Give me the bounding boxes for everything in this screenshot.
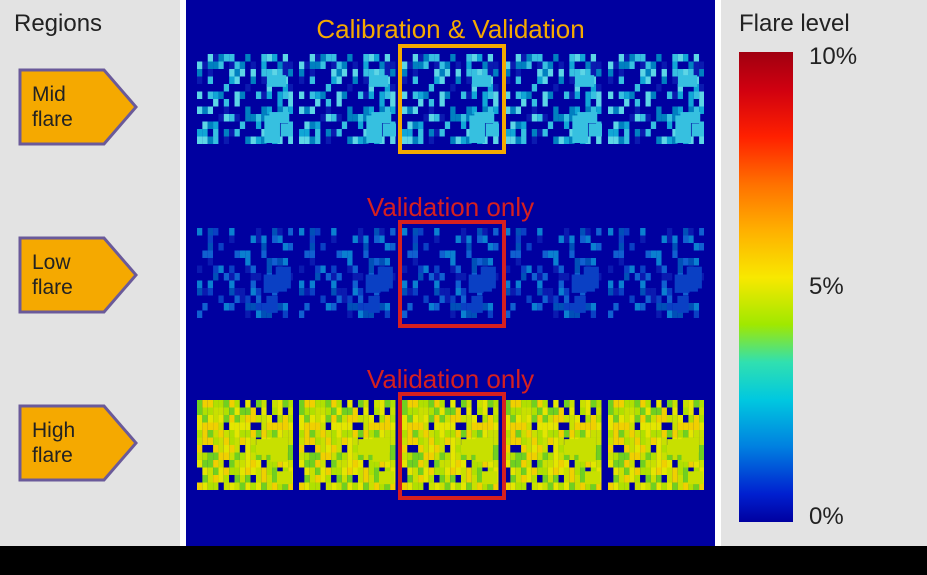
colorbar-tick-2: 0% [809, 503, 844, 531]
chip-pattern [197, 54, 293, 144]
colorbar-tick-0: 10% [809, 43, 857, 71]
heatmap-cell-0-4 [608, 54, 704, 144]
colorbar-tick-1: 5% [809, 273, 844, 301]
regions-title: Regions [14, 10, 172, 38]
heatmap-cell-1-2 [402, 228, 498, 318]
chip-pattern [299, 400, 395, 490]
heatmap-row-label-0: Calibration & Validation [316, 14, 584, 45]
heatmap-cell-0-2 [402, 54, 498, 144]
heatmap-cell-2-1 [299, 400, 395, 490]
heatmap-row-label-2: Validation only [367, 364, 534, 395]
chip-pattern [505, 54, 601, 144]
region-pentagon-0: Mid flare [18, 68, 138, 146]
colorbar-panel: Flare level 10%5%0% [721, 0, 927, 546]
heatmap-row-1 [197, 228, 705, 318]
heatmap-cell-2-3 [505, 400, 601, 490]
bottom-black-bar [0, 546, 927, 575]
colorbar-gradient [739, 52, 793, 522]
colorbar-area: 10%5%0% [739, 52, 915, 522]
heatmap-cell-1-3 [505, 228, 601, 318]
heatmap-cell-2-2 [402, 400, 498, 490]
chip-pattern [299, 54, 395, 144]
heatmap-cell-2-4 [608, 400, 704, 490]
region-pentagon-1: Low flare [18, 236, 138, 314]
heatmap-cell-0-3 [505, 54, 601, 144]
heatmap-panel: Calibration & Validation Validation only V… [186, 0, 715, 546]
chip-pattern [402, 228, 498, 318]
chip-pattern [402, 54, 498, 144]
regions-panel: Regions Mid flare Low flare High flare [0, 0, 180, 546]
region-pentagon-2: High flare [18, 404, 138, 482]
heatmap-row-label-1: Validation only [367, 192, 534, 223]
heatmap-row-0 [197, 54, 705, 144]
heatmap-cell-2-0 [197, 400, 293, 490]
heatmap-row-2 [197, 400, 705, 490]
chip-pattern [197, 228, 293, 318]
heatmap-cell-0-1 [299, 54, 395, 144]
chip-pattern [608, 54, 704, 144]
colorbar-ticks: 10%5%0% [793, 52, 915, 522]
chip-pattern [402, 400, 498, 490]
heatmap-cell-1-4 [608, 228, 704, 318]
heatmap-cell-1-0 [197, 228, 293, 318]
pentagon-text-2: High flare [32, 418, 75, 468]
main-container: Regions Mid flare Low flare High flare C… [0, 0, 927, 546]
pentagon-text-1: Low flare [32, 250, 73, 300]
heatmap-cell-0-0 [197, 54, 293, 144]
chip-pattern [505, 228, 601, 318]
chip-pattern [608, 228, 704, 318]
chip-pattern [608, 400, 704, 490]
pentagon-text-0: Mid flare [32, 82, 73, 132]
colorbar-title: Flare level [739, 10, 915, 38]
chip-pattern [197, 400, 293, 490]
chip-pattern [299, 228, 395, 318]
chip-pattern [505, 400, 601, 490]
heatmap-cell-1-1 [299, 228, 395, 318]
regions-labels-container: Mid flare Low flare High flare [8, 68, 172, 482]
